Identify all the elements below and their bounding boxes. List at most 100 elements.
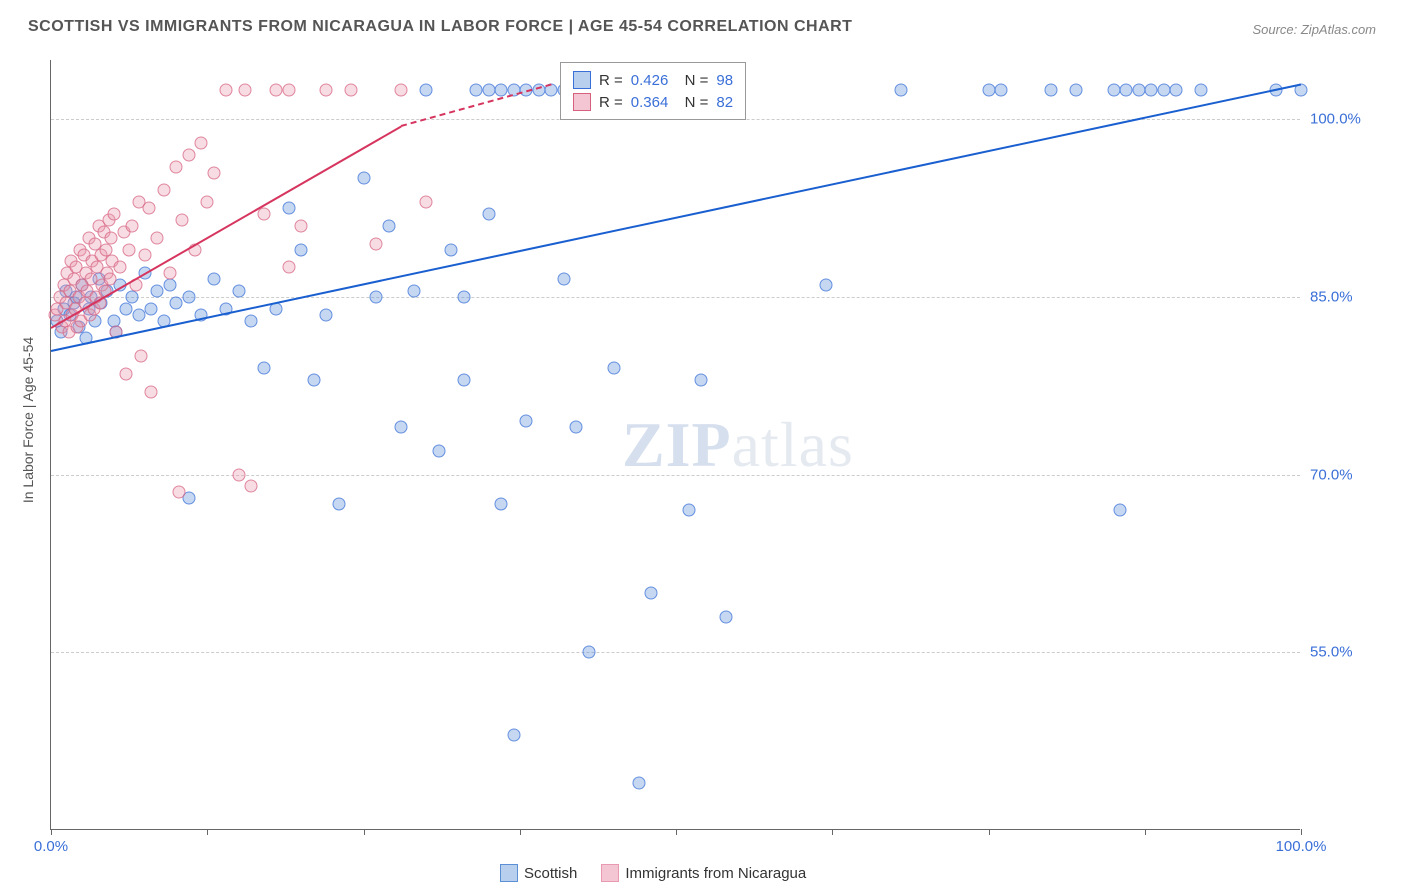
data-point bbox=[122, 243, 135, 256]
data-point bbox=[126, 219, 139, 232]
data-point bbox=[645, 587, 658, 600]
x-tick bbox=[364, 829, 365, 835]
data-point bbox=[382, 219, 395, 232]
legend-n-value: 98 bbox=[716, 72, 733, 89]
watermark: ZIPatlas bbox=[622, 408, 854, 482]
data-point bbox=[332, 498, 345, 511]
data-point bbox=[320, 83, 333, 96]
data-point bbox=[1113, 504, 1126, 517]
data-point bbox=[172, 486, 185, 499]
y-tick-label: 85.0% bbox=[1310, 288, 1380, 305]
data-point bbox=[395, 83, 408, 96]
watermark-part1: ZIP bbox=[622, 409, 732, 480]
data-point bbox=[820, 279, 833, 292]
data-point bbox=[420, 196, 433, 209]
data-point bbox=[163, 267, 176, 280]
data-point bbox=[257, 362, 270, 375]
data-point bbox=[495, 83, 508, 96]
x-tick bbox=[832, 829, 833, 835]
correlation-legend: R = 0.426 N = 98R = 0.364 N = 82 bbox=[560, 62, 746, 120]
legend-n-value: 82 bbox=[716, 94, 733, 111]
data-point bbox=[1107, 83, 1120, 96]
data-point bbox=[720, 610, 733, 623]
data-point bbox=[470, 83, 483, 96]
legend-n-label: N = bbox=[676, 72, 708, 89]
data-point bbox=[182, 290, 195, 303]
data-point bbox=[105, 231, 118, 244]
x-tick bbox=[1145, 829, 1146, 835]
data-point bbox=[245, 314, 258, 327]
legend-r-label: R = bbox=[599, 72, 623, 89]
data-point bbox=[982, 83, 995, 96]
legend-r-value: 0.426 bbox=[631, 72, 669, 89]
x-tick bbox=[1301, 829, 1302, 835]
data-point bbox=[570, 421, 583, 434]
data-point bbox=[495, 498, 508, 511]
legend-swatch bbox=[573, 71, 591, 89]
data-point bbox=[157, 184, 170, 197]
data-point bbox=[113, 261, 126, 274]
data-point bbox=[282, 83, 295, 96]
data-point bbox=[1132, 83, 1145, 96]
data-point bbox=[482, 208, 495, 221]
data-point bbox=[135, 350, 148, 363]
legend-label: Immigrants from Nicaragua bbox=[625, 865, 806, 882]
data-point bbox=[457, 373, 470, 386]
data-point bbox=[420, 83, 433, 96]
data-point bbox=[1170, 83, 1183, 96]
data-point bbox=[132, 308, 145, 321]
data-point bbox=[145, 385, 158, 398]
plot-area: ZIPatlas 55.0%70.0%85.0%100.0%0.0%100.0% bbox=[50, 60, 1300, 830]
legend-swatch bbox=[601, 864, 619, 882]
data-point bbox=[1157, 83, 1170, 96]
data-point bbox=[232, 468, 245, 481]
data-point bbox=[295, 243, 308, 256]
data-point bbox=[270, 83, 283, 96]
chart-title: SCOTTISH VS IMMIGRANTS FROM NICARAGUA IN… bbox=[28, 18, 852, 36]
data-point bbox=[232, 285, 245, 298]
data-point bbox=[557, 273, 570, 286]
data-point bbox=[103, 273, 116, 286]
data-point bbox=[182, 148, 195, 161]
data-point bbox=[245, 480, 258, 493]
data-point bbox=[1070, 83, 1083, 96]
legend-label: Scottish bbox=[524, 865, 577, 882]
data-point bbox=[482, 83, 495, 96]
x-tick bbox=[676, 829, 677, 835]
data-point bbox=[126, 290, 139, 303]
x-tick bbox=[207, 829, 208, 835]
data-point bbox=[432, 444, 445, 457]
data-point bbox=[138, 249, 151, 262]
data-point bbox=[895, 83, 908, 96]
y-tick-label: 100.0% bbox=[1310, 111, 1380, 128]
data-point bbox=[170, 160, 183, 173]
legend-r-value: 0.364 bbox=[631, 94, 669, 111]
data-point bbox=[457, 290, 470, 303]
data-point bbox=[142, 202, 155, 215]
source-label: Source: ZipAtlas.com bbox=[1252, 22, 1376, 37]
data-point bbox=[151, 285, 164, 298]
data-point bbox=[282, 261, 295, 274]
data-point bbox=[1120, 83, 1133, 96]
legend-r-label: R = bbox=[599, 94, 623, 111]
data-point bbox=[632, 776, 645, 789]
data-point bbox=[507, 729, 520, 742]
data-point bbox=[682, 504, 695, 517]
data-point bbox=[207, 166, 220, 179]
x-tick bbox=[520, 829, 521, 835]
data-point bbox=[1045, 83, 1058, 96]
data-point bbox=[238, 83, 251, 96]
x-tick-label: 100.0% bbox=[1276, 838, 1327, 855]
x-tick bbox=[51, 829, 52, 835]
legend-row: R = 0.426 N = 98 bbox=[573, 69, 733, 91]
data-point bbox=[320, 308, 333, 321]
data-point bbox=[995, 83, 1008, 96]
data-point bbox=[370, 290, 383, 303]
data-point bbox=[151, 231, 164, 244]
data-point bbox=[520, 415, 533, 428]
y-axis-label: In Labor Force | Age 45-54 bbox=[20, 337, 36, 503]
data-point bbox=[195, 136, 208, 149]
legend-item: Scottish bbox=[500, 864, 577, 882]
gridline bbox=[51, 652, 1300, 653]
data-point bbox=[582, 646, 595, 659]
